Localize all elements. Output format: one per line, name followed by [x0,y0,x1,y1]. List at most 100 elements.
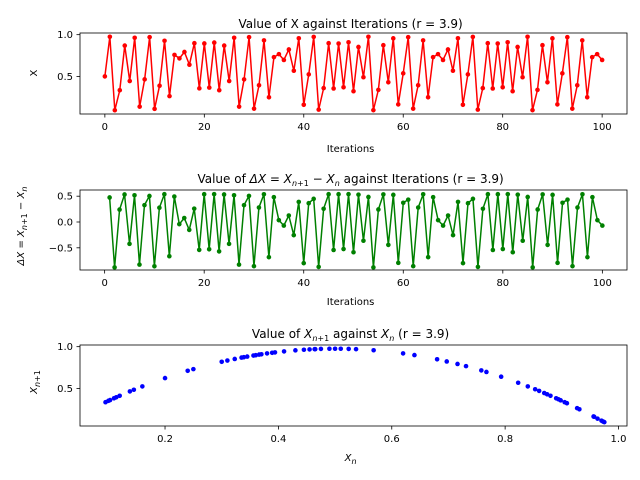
x-tick-label: 60 [397,122,410,133]
data-point [253,352,259,358]
data-point [579,38,585,43]
data-point [336,41,341,46]
data-point [293,348,298,353]
data-point [580,191,585,197]
data-point [266,95,272,100]
data-point [132,192,137,198]
data-point [187,62,192,68]
data-point [371,347,376,353]
data-point [570,106,575,111]
data-point [326,191,331,197]
data-point [276,217,282,223]
panel-2-ylabel: ΔX = Xn+1 − Xn [16,187,29,267]
x-tick-label: 20 [198,278,211,289]
data-point [259,351,264,357]
data-point [412,352,417,358]
data-point [231,192,237,198]
data-point [341,84,346,90]
data-point [565,197,570,202]
data-point [420,191,426,197]
x-tick-label: 80 [496,278,509,289]
data-point [400,200,406,206]
data-point [286,213,292,218]
x-tick-label: 80 [496,122,509,133]
data-point [271,54,277,60]
data-point [316,264,321,270]
data-point [420,38,426,43]
data-point [550,192,555,198]
data-point [102,74,108,79]
data-point [434,356,440,362]
data-point [590,194,595,200]
data-point [202,41,207,46]
data-point [575,205,580,210]
data-point [381,42,386,48]
data-point [560,200,565,206]
data-point [301,102,307,108]
data-point [296,35,302,41]
data-point [301,347,307,353]
data-point [172,52,177,58]
data-point [291,68,297,74]
data-point [594,51,600,57]
data-point [540,42,545,48]
data-point [241,202,247,208]
y-tick-label: −0.5 [49,243,73,254]
data-point [331,86,336,91]
panel-3-ylabel: Xn+1 [29,370,42,395]
x-tick-label: 1.0 [611,434,627,445]
data-point [564,400,570,406]
data-point [147,193,152,199]
data-point [137,262,142,267]
data-point [107,195,112,200]
x-tick-label: 20 [198,122,211,133]
data-point [244,354,250,359]
data-point [181,215,187,221]
data-point [117,393,122,399]
x-tick-label: 0 [101,278,107,289]
panel-xn1-vs-xn: Value of Xn+1 against Xn (r = 3.9) 0.2 0.… [29,327,628,466]
data-point [327,346,332,352]
data-point [142,202,147,208]
data-point [107,34,113,40]
data-point [485,191,491,197]
series-line [108,193,603,269]
panel-3-title: Value of Xn+1 against Xn (r = 3.9) [252,327,449,343]
data-point [400,351,406,356]
data-point [396,260,401,266]
data-point [353,346,359,352]
data-point [535,207,540,212]
data-point [555,102,560,107]
data-point [191,206,197,211]
y-tick-label: 0.5 [57,384,73,395]
data-point [157,205,162,210]
x-tick-label: 0 [102,122,108,133]
data-point [500,246,506,252]
x-tick-label: 60 [397,278,410,289]
data-point [236,104,242,109]
data-point [291,232,297,238]
data-point [455,199,461,205]
data-point [201,191,207,197]
data-point [332,346,338,352]
data-point [211,191,217,197]
data-point [172,194,177,199]
data-point [236,262,242,267]
data-point [574,82,580,88]
x-tick-label: 100 [593,122,612,133]
data-point [186,227,192,233]
data-point [505,39,510,45]
data-point [425,254,431,260]
data-point [444,359,450,364]
data-point [485,40,491,46]
data-point [460,102,466,108]
data-point [560,71,565,76]
data-point [301,260,307,266]
data-point [316,107,321,112]
data-point [276,51,282,57]
data-point [162,38,167,44]
data-point [191,366,196,372]
data-point [271,194,277,200]
data-point [206,85,212,90]
panel-3-xlabel: Xn [344,453,357,466]
